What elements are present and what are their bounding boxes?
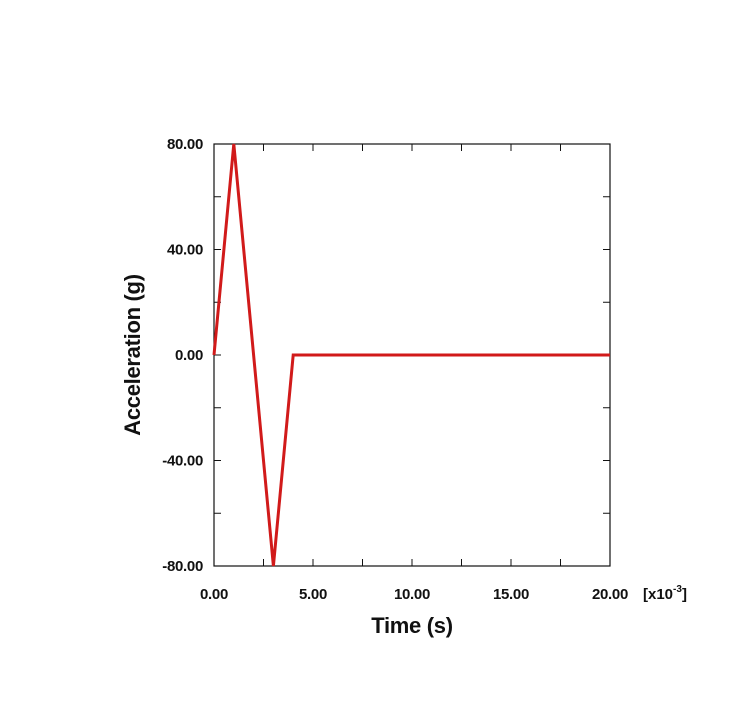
- x-multiplier-prefix: [x10: [643, 586, 673, 603]
- x-tick-label: 20.00: [592, 586, 628, 603]
- series-layer: [212, 143, 610, 567]
- y-tick-label: 40.00: [167, 242, 203, 259]
- tick-labels: 0.00 5.00 10.00 15.00 20.00 -80.00 -40.00 0.00 4…: [162, 136, 628, 603]
- y-tick-label: 80.00: [167, 136, 203, 153]
- series-line: [212, 143, 610, 567]
- x-tick-label: 15.00: [493, 586, 529, 603]
- y-tick-label: 0.00: [175, 347, 203, 364]
- x-axis-title: Time (s): [371, 613, 453, 638]
- y-tick-label: -40.00: [162, 453, 203, 470]
- y-tick-label: -80.00: [162, 558, 203, 575]
- x-tick-label: 0.00: [200, 586, 228, 603]
- x-tick-label: 5.00: [299, 586, 327, 603]
- x-multiplier-exponent: -3: [673, 584, 682, 595]
- svg-text:[x10-3]: [x10-3]: [643, 584, 687, 603]
- x-multiplier-label: [x10-3]: [643, 584, 687, 603]
- x-tick-label: 10.00: [394, 586, 430, 603]
- x-multiplier-suffix: ]: [682, 586, 687, 603]
- y-axis-title: Acceleration (g): [120, 274, 145, 435]
